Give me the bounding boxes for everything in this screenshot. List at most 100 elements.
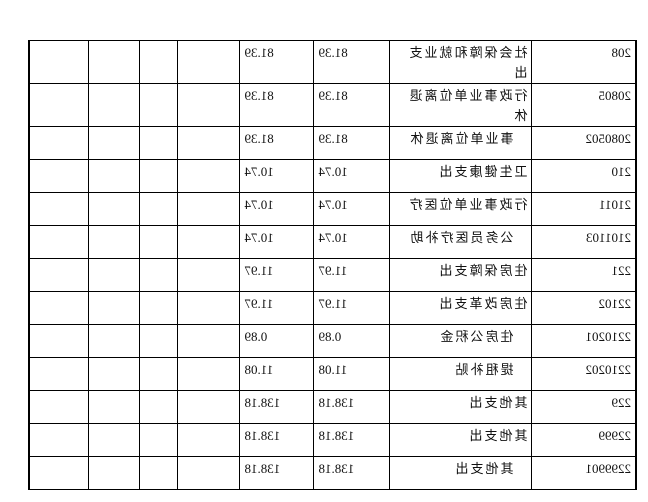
code-cell: 21011 — [532, 192, 636, 226]
amount-cell: 10.74 — [314, 159, 390, 193]
empty-cell — [29, 83, 89, 127]
empty-cell — [29, 357, 89, 391]
code-cell: 229 — [532, 390, 636, 424]
amount-cell: 0.89 — [314, 324, 390, 358]
code-cell: 210 — [532, 159, 636, 193]
empty-cell — [29, 456, 89, 490]
name-cell: 提租补贴 — [390, 357, 532, 391]
empty-cell — [89, 40, 140, 84]
empty-cell — [178, 83, 240, 127]
table-row: 229 其他支出 138.18 138.18 — [29, 390, 636, 424]
name-cell: 住房保障支出 — [390, 258, 532, 292]
name-cell: 其他支出 — [390, 423, 532, 457]
total-cell: 10.74 — [240, 192, 314, 226]
code-cell: 2080502 — [532, 126, 636, 160]
amount-cell: 81.39 — [314, 126, 390, 160]
amount-cell: 10.74 — [314, 225, 390, 259]
total-cell: 138.18 — [240, 390, 314, 424]
empty-cell — [140, 40, 178, 84]
table-row: 22102 住房改革支出 11.97 11.97 — [29, 291, 636, 325]
empty-cell — [140, 225, 178, 259]
budget-table: 208 社会保障和就业支出 81.39 81.39 20805 行政事业单位离退休 81.3… — [28, 40, 637, 490]
empty-cell — [178, 291, 240, 325]
total-cell: 11.97 — [240, 258, 314, 292]
total-cell: 138.18 — [240, 456, 314, 490]
table-row: 20805 行政事业单位离退休 81.39 81.39 — [29, 83, 636, 127]
empty-cell — [29, 192, 89, 226]
code-cell: 2299901 — [532, 456, 636, 490]
empty-cell — [89, 126, 140, 160]
empty-cell — [140, 192, 178, 226]
empty-cell — [89, 357, 140, 391]
empty-cell — [178, 126, 240, 160]
name-cell: 行政事业单位医疗 — [390, 192, 532, 226]
table-row: 221 住房保障支出 11.97 11.97 — [29, 258, 636, 292]
empty-cell — [140, 390, 178, 424]
table-row: 2210201 住房公积金 0.89 0.89 — [29, 324, 636, 358]
total-cell: 138.18 — [240, 423, 314, 457]
table-row: 2101103 公务员医疗补助 10.74 10.74 — [29, 225, 636, 259]
empty-cell — [89, 192, 140, 226]
empty-cell — [89, 83, 140, 127]
empty-cell — [140, 291, 178, 325]
empty-cell — [89, 324, 140, 358]
name-cell: 社会保障和就业支出 — [390, 40, 532, 84]
empty-cell — [140, 159, 178, 193]
empty-cell — [89, 225, 140, 259]
name-cell: 行政事业单位离退休 — [390, 83, 532, 127]
table-row: 2299901 其他支出 138.18 138.18 — [29, 456, 636, 490]
name-cell: 住房改革支出 — [390, 291, 532, 325]
empty-cell — [29, 291, 89, 325]
amount-cell: 81.39 — [314, 40, 390, 84]
empty-cell — [140, 258, 178, 292]
code-cell: 2210201 — [532, 324, 636, 358]
empty-cell — [178, 423, 240, 457]
amount-cell: 10.74 — [314, 192, 390, 226]
empty-cell — [140, 83, 178, 127]
name-cell: 其他支出 — [390, 456, 532, 490]
empty-cell — [29, 258, 89, 292]
total-cell: 10.74 — [240, 159, 314, 193]
empty-cell — [29, 159, 89, 193]
total-cell: 81.39 — [240, 83, 314, 127]
table-row: 2210202 提租补贴 11.08 11.08 — [29, 357, 636, 391]
empty-cell — [178, 456, 240, 490]
amount-cell: 11.97 — [314, 258, 390, 292]
name-cell: 事业单位离退休 — [390, 126, 532, 160]
empty-cell — [178, 324, 240, 358]
code-cell: 20805 — [532, 83, 636, 127]
total-cell: 0.89 — [240, 324, 314, 358]
empty-cell — [140, 324, 178, 358]
empty-cell — [89, 456, 140, 490]
total-cell: 11.08 — [240, 357, 314, 391]
empty-cell — [178, 225, 240, 259]
empty-cell — [140, 126, 178, 160]
code-cell: 2210202 — [532, 357, 636, 391]
empty-cell — [178, 192, 240, 226]
empty-cell — [89, 258, 140, 292]
total-cell: 81.39 — [240, 40, 314, 84]
empty-cell — [29, 324, 89, 358]
code-cell: 208 — [532, 40, 636, 84]
total-cell: 11.97 — [240, 291, 314, 325]
name-cell: 公务员医疗补助 — [390, 225, 532, 259]
table-row: 208 社会保障和就业支出 81.39 81.39 — [29, 40, 636, 84]
table-row: 21011 行政事业单位医疗 10.74 10.74 — [29, 192, 636, 226]
empty-cell — [178, 40, 240, 84]
total-cell: 81.39 — [240, 126, 314, 160]
empty-cell — [89, 291, 140, 325]
empty-cell — [29, 390, 89, 424]
amount-cell: 81.39 — [314, 83, 390, 127]
empty-cell — [29, 40, 89, 84]
table-row: 210 卫生健康支出 10.74 10.74 — [29, 159, 636, 193]
empty-cell — [140, 423, 178, 457]
amount-cell: 11.97 — [314, 291, 390, 325]
empty-cell — [29, 225, 89, 259]
code-cell: 22102 — [532, 291, 636, 325]
empty-cell — [140, 357, 178, 391]
amount-cell: 138.18 — [314, 390, 390, 424]
table-row: 22999 其他支出 138.18 138.18 — [29, 423, 636, 457]
empty-cell — [178, 258, 240, 292]
empty-cell — [178, 159, 240, 193]
